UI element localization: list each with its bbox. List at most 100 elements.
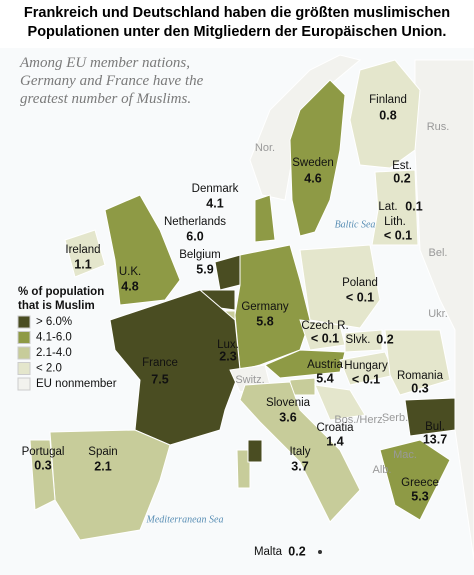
legend-title: that is Muslim [18, 300, 95, 312]
legend-swatch [17, 331, 31, 344]
country-value: 2.1 [94, 459, 111, 473]
nonmember-label: Alb. [373, 464, 392, 476]
country-name: Belgium [179, 249, 221, 261]
legend-label: 4.1-6.0 [36, 332, 72, 344]
country-value: 4.8 [121, 279, 138, 293]
sea-label: Mediterranean Sea [146, 514, 224, 525]
country-value: 13.7 [423, 432, 447, 446]
country-value: 0.3 [411, 381, 428, 395]
country-name: Lith. [384, 216, 406, 228]
italy [239, 381, 361, 523]
sardinia [236, 449, 251, 489]
poland [299, 244, 381, 329]
country-value: 5.4 [316, 371, 333, 385]
country-value: 0.2 [288, 544, 305, 558]
country-name: Slovenia [266, 397, 311, 409]
ireland [64, 229, 106, 278]
denmark [254, 194, 276, 243]
country-name: Hungary [344, 360, 388, 372]
country-value: < 0.1 [384, 228, 412, 242]
title: Frankreich und Deutschland haben die grö… [23, 5, 451, 40]
country-value: 0.2 [376, 332, 393, 346]
country-name: Sweden [292, 157, 334, 169]
country-value: < 0.1 [352, 372, 380, 386]
country-value: 1.4 [326, 434, 343, 448]
country-value: 0.1 [405, 199, 422, 213]
country-name: Lat. [378, 201, 397, 213]
legend-label: 2.1-4.0 [36, 347, 72, 359]
sweden [289, 79, 346, 237]
subtitle: Among EU member nations, Germany and Fra… [20, 55, 204, 107]
country-value: 5.8 [256, 314, 273, 328]
legend-items: > 6.0% 4.1-6.0 2.1-4.0 < 2.0 EU nonmember [17, 315, 117, 391]
country-name: Germany [241, 301, 289, 313]
nonmember-labels: Nor. Rus. Bel. Ukr. Switz. Bos./Herz. Se… [146, 121, 450, 525]
slovakia [344, 329, 383, 353]
germany [234, 244, 311, 371]
country-name: Bul. [425, 421, 445, 433]
nonmember-label: Ukr. [428, 308, 448, 320]
legend-swatch [17, 362, 31, 375]
country-value: 3.6 [279, 410, 296, 424]
country-name: Denmark [192, 183, 239, 195]
legend-swatch [17, 315, 31, 329]
croatia [314, 384, 366, 421]
nonmember-label: Bel. [429, 247, 448, 259]
greece [379, 439, 451, 521]
country-value: 5.9 [196, 262, 213, 276]
sea-label: Baltic Sea [335, 219, 376, 230]
country-name: Romania [397, 370, 444, 382]
country-value: < 0.1 [311, 331, 339, 345]
country-name: Croatia [316, 422, 354, 434]
romania [384, 329, 451, 396]
legend-label: EU nonmember [36, 378, 117, 390]
legend-title: % of population [18, 286, 104, 298]
country-name: France [142, 357, 178, 369]
country-name: Slvk. [346, 334, 371, 346]
country-value: 2.3 [219, 349, 236, 363]
legend-swatch [17, 377, 31, 391]
country-name: Italy [289, 446, 310, 458]
nonmember-label: Switz. [235, 374, 264, 386]
malta [318, 550, 322, 554]
legend-label: < 2.0 [36, 363, 62, 375]
nonmember-label: Nor. [255, 142, 275, 154]
country-name: Greece [401, 477, 439, 489]
country-name: Czech R. [301, 320, 348, 332]
country-value: 4.1 [206, 196, 223, 210]
country-value: < 0.1 [346, 290, 374, 304]
country-name: Lux. [217, 339, 239, 351]
legend-label: > 6.0% [36, 316, 72, 328]
legend-swatch [17, 346, 31, 360]
nonmember-label: Rus. [427, 121, 450, 133]
country-value: 0.8 [379, 108, 396, 122]
country-value: 1.1 [74, 257, 91, 271]
portugal [29, 439, 56, 511]
country-name: Poland [342, 277, 378, 289]
country-value: 0.3 [34, 458, 51, 472]
east-nonmember [414, 59, 474, 561]
country-value: 7.5 [151, 372, 168, 386]
country-name: U.K. [119, 266, 141, 278]
country-name: Netherlands [164, 216, 226, 228]
baltics [371, 169, 419, 246]
nonmember-label: Mac. [393, 449, 417, 461]
country-name: Spain [88, 446, 117, 458]
uk [104, 194, 181, 306]
country-name: Portugal [22, 446, 65, 458]
finland [349, 59, 421, 169]
legend: % of population that is Muslim > 6.0% 4.1… [17, 286, 117, 391]
corsica [247, 439, 263, 463]
spain [49, 429, 171, 541]
country-name: Malta [254, 546, 283, 558]
country-name: Finland [369, 94, 407, 106]
nonmember-label: Serb. [382, 412, 408, 424]
country-value: 5.3 [411, 489, 428, 503]
nonmember-label: Bos./Herz. [334, 414, 385, 426]
country-name: Ireland [65, 244, 100, 256]
country-value: 6.0 [186, 229, 203, 243]
netherlands [214, 254, 241, 291]
